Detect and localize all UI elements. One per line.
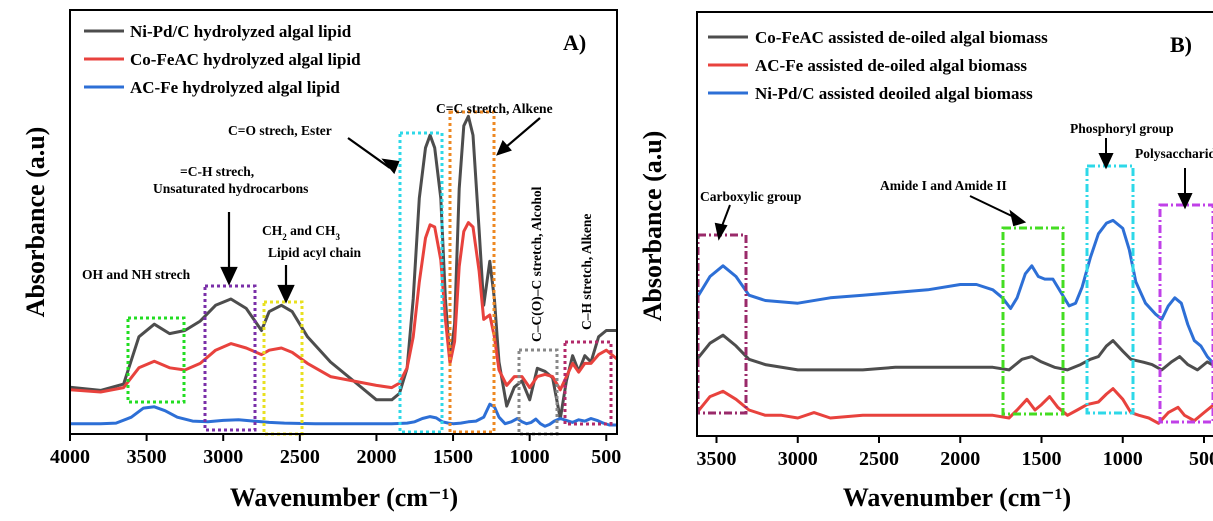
panel-a: 4000 3500 3000 2500 2000 1500 1000 500 OH and N… xyxy=(21,9,621,512)
series-line-a-2 xyxy=(70,402,617,428)
legend-label-cofeac: Co-FeAC hydrolyzed algal lipid xyxy=(130,50,361,69)
panel-a-x-axis: 4000 3500 3000 2500 2000 1500 1000 500 xyxy=(50,434,621,468)
panel-b-x-axis: 3500 3000 2500 2000 1500 1000 500 xyxy=(697,436,1213,470)
arrow-carboxylic xyxy=(721,204,731,227)
x-tick-label: 4000 xyxy=(50,446,90,468)
x-tick-label: 1000 xyxy=(1103,448,1143,470)
x-tick-label: 3500 xyxy=(697,448,737,470)
arrow-carboxylic-head xyxy=(714,222,728,241)
arrow-alkene xyxy=(505,117,541,148)
series-line-b-0 xyxy=(695,333,1213,372)
arrow-amide xyxy=(969,195,1017,219)
panel-b: 3500 3000 2500 2000 1500 1000 500 Carboxylic g… xyxy=(638,11,1213,512)
legend-label-acfe-b: AC-Fe assisted de-oiled algal biomass xyxy=(755,56,1027,75)
panel-b-x-title: Wavenumber (cm⁻¹) xyxy=(843,483,1071,512)
legend-label-nipd-b: Ni-Pd/C assisted deoiled algal biomass xyxy=(755,84,1033,103)
x-tick-label: 3000 xyxy=(778,448,818,470)
label-lipid: Lipid acyl chain xyxy=(268,245,362,260)
legend-label-cofeac-b: Co-FeAC assisted de-oiled algal biomass xyxy=(755,28,1048,47)
box-ch-alkene xyxy=(563,340,613,426)
label-ester: C=O strech, Ester xyxy=(228,123,332,138)
x-tick-label: 3500 xyxy=(127,446,167,468)
x-tick-label: 2500 xyxy=(859,448,899,470)
x-tick-label: 3000 xyxy=(203,446,243,468)
x-tick-label: 2000 xyxy=(356,446,396,468)
x-tick-label: 1000 xyxy=(510,446,550,468)
arrow-ester xyxy=(347,137,391,169)
panel-a-arrows xyxy=(220,117,541,304)
x-tick-label: 1500 xyxy=(433,446,473,468)
arrow-ester-head xyxy=(381,158,400,175)
panel-a-x-title: Wavenumber (cm⁻¹) xyxy=(230,483,458,512)
label-ch-alkene: C–H stretch, Alkene xyxy=(579,214,594,330)
x-tick-label: 2000 xyxy=(940,448,980,470)
arrow-alkene-head xyxy=(496,139,512,156)
label-oh-nh: OH and NH strech xyxy=(82,267,191,282)
x-tick-label: 500 xyxy=(1189,448,1213,470)
label-amide: Amide I and Amide II xyxy=(880,178,1007,193)
box-ch-stretch xyxy=(203,284,257,432)
arrow-phosphoryl-head xyxy=(1098,153,1114,170)
label-ch2-ch3: CH2 and CH3 xyxy=(262,223,341,242)
box-carbonyl xyxy=(398,131,444,434)
series-line-b-1 xyxy=(695,387,1213,425)
panel-a-legend: Ni-Pd/C hydrolyzed algal lipid Co-FeAC h… xyxy=(84,22,361,97)
box-amide xyxy=(1001,226,1065,416)
arrow-polysaccharides-head xyxy=(1177,193,1193,210)
arrow-amide-head xyxy=(1009,209,1027,227)
box-carboxylic xyxy=(696,233,748,415)
arrow-lipid-head xyxy=(277,284,295,304)
legend-label-nipd: Ni-Pd/C hydrolyzed algal lipid xyxy=(130,22,352,41)
box-ch2-ch3 xyxy=(262,300,304,436)
box-phosphoryl xyxy=(1085,164,1135,415)
box-oh-nh xyxy=(126,316,186,404)
arrow-ch-stretch-head xyxy=(220,266,238,286)
x-tick-label: 1500 xyxy=(1022,448,1062,470)
box-polysaccharides xyxy=(1158,203,1213,424)
panel-b-y-title: Absorbance (a.u) xyxy=(638,131,667,322)
series-line-b-2 xyxy=(695,218,1213,366)
panel-a-frame xyxy=(69,9,618,435)
label-alcohol: C–C(O)–C stretch, Alcohol xyxy=(529,186,544,342)
panel-b-legend: Co-FeAC assisted de-oiled algal biomass … xyxy=(708,28,1048,103)
label-ch-line1: =C-H strech, xyxy=(180,164,254,179)
panel-b-arrows xyxy=(714,138,1193,241)
label-carboxylic: Carboxylic group xyxy=(700,189,801,204)
panel-b-label: B) xyxy=(1170,32,1192,57)
panel-b-frame xyxy=(696,11,1213,437)
x-tick-label: 500 xyxy=(591,446,621,468)
label-phosphoryl: Phosphoryl group xyxy=(1070,121,1174,136)
panel-b-curves xyxy=(695,218,1213,425)
panel-a-label: A) xyxy=(563,30,586,55)
panel-a-y-title: Absorbance (a.u) xyxy=(21,127,50,318)
legend-label-acfe: AC-Fe hydrolyzed algal lipid xyxy=(130,78,340,97)
box-alkene-cc xyxy=(448,110,496,434)
label-ch-line2: Unsaturated hydrocarbons xyxy=(153,181,308,196)
x-tick-label: 2500 xyxy=(280,446,320,468)
label-alkene-cc: C=C stretch, Alkene xyxy=(436,101,553,116)
label-polysaccharides: Polysaccharides xyxy=(1135,146,1213,161)
